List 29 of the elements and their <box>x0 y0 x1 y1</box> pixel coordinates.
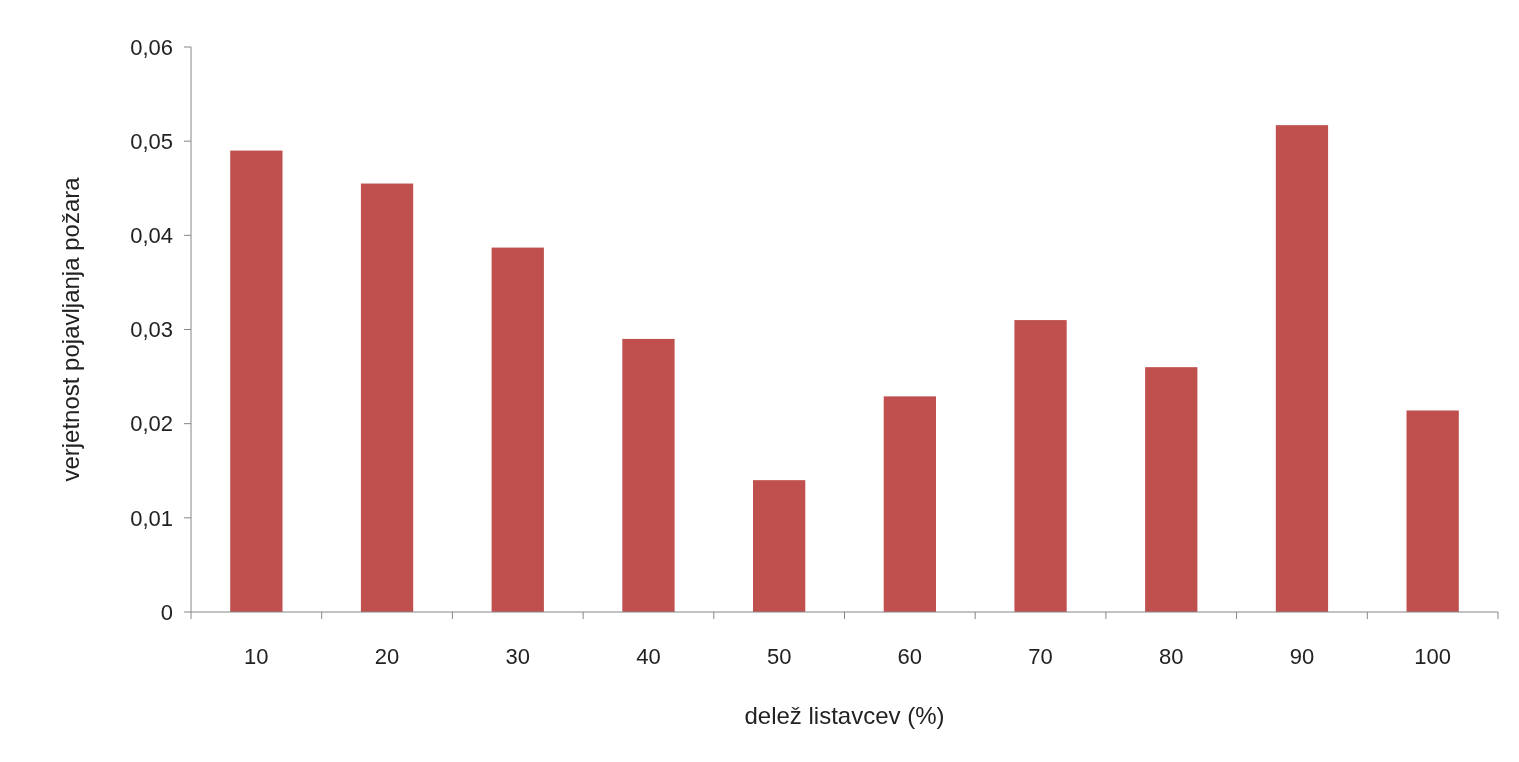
bar <box>1275 125 1329 612</box>
bar <box>230 150 283 612</box>
y-tick-label: 0,03 <box>130 317 173 343</box>
bar <box>491 247 544 612</box>
x-tick-label: 60 <box>897 644 923 669</box>
y-tick-label: 0,06 <box>130 34 173 60</box>
bar <box>1406 410 1459 612</box>
bar <box>883 396 936 612</box>
y-axis-title: verjetnost pojavljanja požara <box>57 176 84 482</box>
x-tick-label: 70 <box>1028 644 1053 669</box>
x-tick-label: 100 <box>1414 644 1452 669</box>
x-tick-label: 40 <box>636 644 661 669</box>
y-tick-label: 0,04 <box>130 223 173 249</box>
x-tick-label: 10 <box>244 644 269 669</box>
bar <box>753 480 806 612</box>
y-tick-label: 0,05 <box>130 128 173 154</box>
bar <box>622 338 675 612</box>
x-tick-label: 50 <box>766 644 792 669</box>
x-axis-title: delež listavcev (%) <box>744 702 945 729</box>
bar <box>1014 320 1067 612</box>
y-tick-label: 0,01 <box>130 505 173 531</box>
bar <box>1145 367 1198 612</box>
x-tick-label: 80 <box>1159 644 1184 669</box>
x-tick-label: 20 <box>374 644 400 669</box>
y-tick-label: 0 <box>160 599 173 625</box>
x-tick-label: 90 <box>1289 644 1315 669</box>
bar <box>360 183 414 612</box>
x-tick-label: 30 <box>505 644 530 669</box>
y-tick-label: 0,02 <box>130 411 173 437</box>
